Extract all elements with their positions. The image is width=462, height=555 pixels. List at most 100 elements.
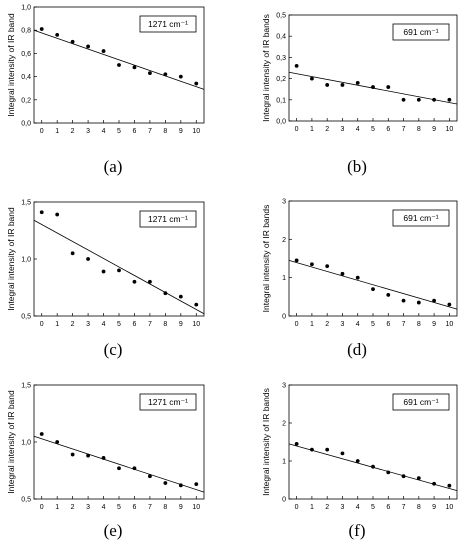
x-tick-label: 7 bbox=[402, 126, 406, 133]
x-tick-label: 9 bbox=[179, 321, 183, 328]
y-tick-label: 1,5 bbox=[21, 383, 31, 390]
plot-1: 0,0 0,2 0,4 0,6 0,8 1,0 0 1 2 3 4 5 6 7 8 9 10 Integral i… bbox=[6, 5, 205, 135]
y-axis-label: Integral intensity of IR bands bbox=[261, 14, 271, 122]
x-tick-label: 5 bbox=[371, 126, 375, 133]
legend-box bbox=[392, 23, 450, 41]
data-point bbox=[310, 262, 314, 267]
y-tick-label: 0,6 bbox=[21, 51, 31, 58]
data-point bbox=[86, 453, 90, 458]
data-point bbox=[39, 27, 44, 31]
data-point bbox=[163, 291, 168, 296]
legend-box bbox=[392, 393, 450, 411]
x-tick-label: 10 bbox=[445, 126, 453, 133]
x-tick-label: 5 bbox=[371, 321, 375, 328]
data-point bbox=[416, 476, 421, 480]
x-tick-label: 0 bbox=[295, 321, 299, 328]
data-point bbox=[340, 271, 345, 276]
panel-label-c: (c) bbox=[103, 340, 123, 359]
x-tick-label: 7 bbox=[148, 321, 152, 328]
y-tick-label: 0 bbox=[282, 314, 286, 321]
data-point bbox=[325, 83, 330, 87]
data-point bbox=[70, 39, 75, 44]
plot-3: 0,5 1,0 1,5 0 1 2 3 4 5 6 7 8 9 10 Integral intensity … bbox=[6, 200, 205, 328]
data-point bbox=[86, 44, 90, 49]
x-tick-label: 7 bbox=[148, 128, 152, 135]
data-point bbox=[194, 81, 199, 86]
data-point bbox=[117, 268, 121, 273]
x-tick-label: 8 bbox=[163, 504, 167, 511]
x-tick-label: 10 bbox=[192, 504, 200, 511]
data-point bbox=[163, 481, 168, 485]
y-tick-label: 0 bbox=[282, 497, 286, 504]
y-tick-label: 1,0 bbox=[21, 440, 31, 447]
x-tick-label: 9 bbox=[179, 504, 183, 511]
x-tick-label: 6 bbox=[133, 321, 137, 328]
y-tick-label: 0,2 bbox=[276, 76, 286, 83]
legend-label: 1271 cm⁻¹ bbox=[148, 19, 188, 29]
data-point bbox=[86, 257, 90, 261]
x-tick-label: 0 bbox=[40, 128, 44, 135]
y-tick-label: 1,0 bbox=[21, 257, 31, 264]
panel-label-f: (f) bbox=[348, 521, 366, 540]
y-tick-label: 0,4 bbox=[276, 34, 286, 41]
data-point bbox=[340, 451, 345, 456]
panel-label-e: (e) bbox=[103, 521, 123, 540]
y-axis-label: Integral intensity of IR band bbox=[6, 390, 16, 494]
x-tick-label: 8 bbox=[417, 321, 421, 328]
legend-box bbox=[392, 209, 450, 227]
x-tick-label: 1 bbox=[55, 128, 59, 135]
data-point bbox=[55, 440, 60, 444]
x-tick-label: 6 bbox=[386, 126, 390, 133]
data-point bbox=[132, 279, 137, 284]
x-tick-label: 0 bbox=[295, 126, 299, 133]
x-tick-label: 1 bbox=[310, 126, 314, 133]
x-tick-label: 2 bbox=[325, 126, 329, 133]
x-tick-label: 3 bbox=[341, 126, 345, 133]
legend-label: 691 cm⁻¹ bbox=[403, 397, 438, 407]
x-tick-label: 8 bbox=[163, 321, 167, 328]
data-point bbox=[340, 83, 345, 87]
x-tick-label: 6 bbox=[133, 504, 137, 511]
data-point bbox=[101, 49, 106, 53]
data-point bbox=[117, 466, 121, 471]
x-tick-label: 4 bbox=[356, 504, 360, 511]
x-tick-label: 2 bbox=[71, 504, 75, 511]
x-tick-label: 8 bbox=[417, 504, 421, 511]
data-point bbox=[371, 464, 375, 469]
x-tick-label: 7 bbox=[402, 504, 406, 511]
data-point bbox=[386, 85, 391, 89]
legend-box bbox=[139, 393, 197, 411]
data-point bbox=[371, 85, 375, 89]
data-point bbox=[194, 482, 199, 487]
x-tick-label: 3 bbox=[341, 321, 345, 328]
x-tick-label: 10 bbox=[192, 321, 200, 328]
x-tick-label: 3 bbox=[341, 504, 345, 511]
data-point bbox=[432, 298, 436, 303]
x-tick-label: 1 bbox=[55, 504, 59, 511]
x-tick-label: 7 bbox=[402, 321, 406, 328]
y-tick-label: 0,3 bbox=[276, 55, 286, 62]
data-point bbox=[432, 481, 436, 486]
data-point bbox=[310, 447, 314, 452]
y-tick-label: 0,4 bbox=[21, 74, 31, 81]
fit-line bbox=[33, 435, 205, 493]
plot-6: 0 1 2 3 0 1 2 3 4 5 6 7 8 9 10 Integral intensity of IR… bbox=[261, 383, 458, 511]
data-point bbox=[294, 258, 299, 263]
x-tick-label: 3 bbox=[86, 321, 90, 328]
data-point bbox=[416, 97, 421, 102]
data-point bbox=[386, 470, 391, 475]
plot-5: 0,5 1,0 1,5 0 1 2 3 4 5 6 7 8 9 10 Integral intensity … bbox=[6, 383, 205, 511]
data-point bbox=[447, 97, 452, 102]
data-point bbox=[401, 474, 406, 479]
y-axis-label: Integral intensity of IR bands bbox=[261, 205, 271, 313]
data-point bbox=[55, 212, 60, 217]
y-axis-label: Integral intensity of IR band bbox=[6, 13, 16, 117]
data-point bbox=[132, 65, 137, 70]
y-tick-label: 1 bbox=[282, 459, 286, 466]
y-tick-label: 0,5 bbox=[276, 13, 286, 20]
x-tick-label: 9 bbox=[432, 126, 436, 133]
x-tick-label: 9 bbox=[179, 128, 183, 135]
x-tick-label: 9 bbox=[432, 504, 436, 511]
